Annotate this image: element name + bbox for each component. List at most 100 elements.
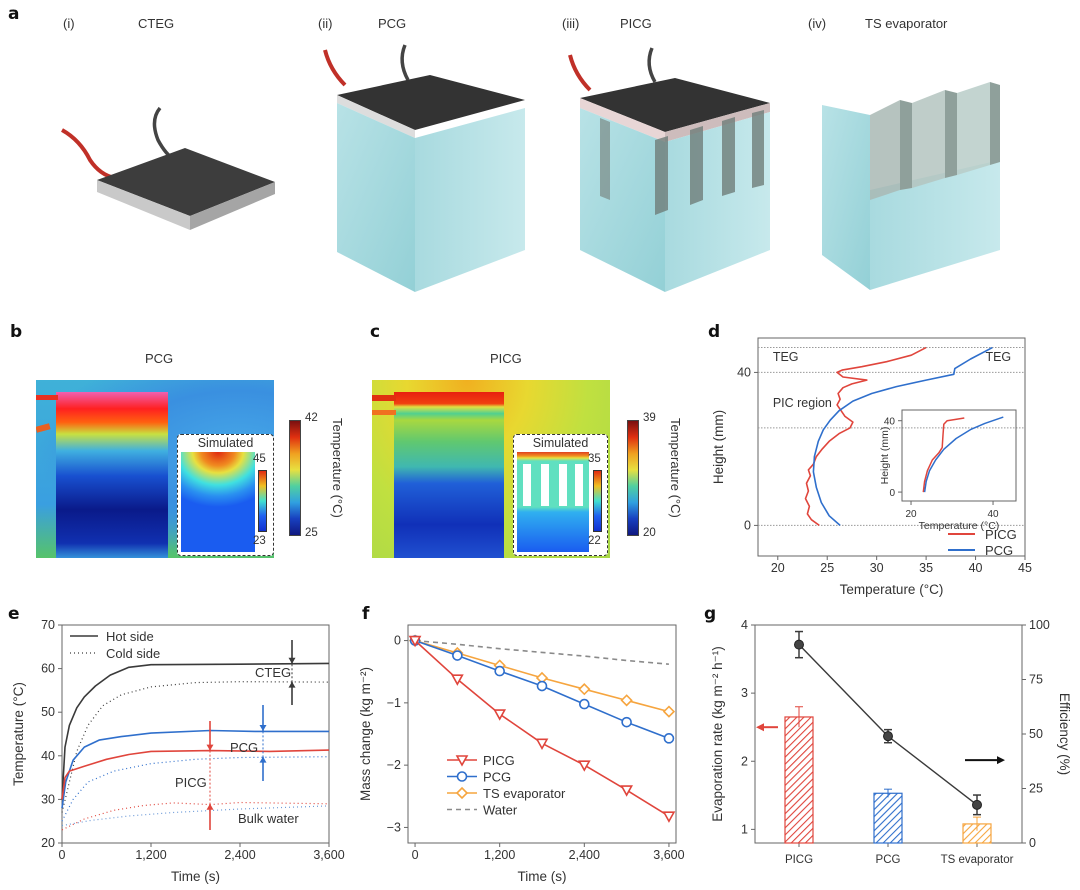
- inset-colorbar-min: 22: [588, 535, 601, 547]
- x-tick-label: 20: [905, 509, 917, 520]
- inset-series-line-picg: [922, 417, 965, 493]
- efficiency-point: [794, 639, 804, 650]
- inset-x-axis-label: Temperature (°C): [919, 520, 1000, 532]
- legend-label: PICG: [483, 753, 515, 768]
- inset-colorbar-max: 45: [253, 453, 266, 465]
- x-axis-label: Time (s): [518, 869, 567, 884]
- y-tick-label: −2: [387, 758, 401, 772]
- data-point: [577, 760, 591, 772]
- plot-frame: [61, 624, 330, 844]
- data-point: [620, 694, 633, 707]
- data-point: [452, 650, 463, 661]
- fin: [722, 117, 735, 196]
- y-tick-label: 20: [41, 836, 55, 850]
- y-tick-label: 50: [41, 705, 55, 719]
- annotation-picg: PICG: [175, 775, 207, 790]
- y2-tick-label: 50: [1029, 727, 1043, 741]
- y-axis-label: Temperature (°C): [11, 682, 26, 786]
- y-tick-label: 40: [41, 749, 55, 763]
- legend-label: PCG: [483, 770, 511, 785]
- y-axis-label: Evaporation rate (kg m⁻² h⁻¹): [710, 646, 725, 822]
- pcg-block-heat: [56, 392, 168, 558]
- panel-b-label: b: [10, 322, 23, 342]
- data-point: [456, 771, 468, 782]
- y-tick-label: 3: [741, 686, 748, 700]
- x-tick-label: 3,600: [653, 848, 684, 862]
- data-point: [455, 755, 469, 767]
- x-tick-label: 2,400: [569, 848, 600, 862]
- legend-label: PCG: [985, 543, 1013, 558]
- evaporator-base-side: [870, 160, 1000, 290]
- arrow-head: [259, 756, 267, 763]
- fin: [912, 90, 945, 188]
- annotation-pcg: PCG: [230, 740, 258, 755]
- y-tick-label: 40: [884, 417, 896, 428]
- pcg-colorbar-max: 42: [305, 412, 318, 424]
- y-tick-label: 60: [41, 662, 55, 676]
- x-tick-label: 2,400: [224, 848, 255, 862]
- fin: [945, 90, 957, 178]
- panel-c-label: c: [370, 322, 381, 342]
- legend-label: Hot side: [106, 629, 154, 644]
- data-point: [535, 738, 549, 750]
- panel-a-illustrations: [60, 44, 1000, 292]
- inset-colorbar: [258, 470, 267, 532]
- data-point: [408, 635, 422, 648]
- efficiency-line: [798, 644, 978, 806]
- pcg-simulated-inset: Simulated 45 23: [177, 434, 274, 556]
- y-tick-label: 4: [741, 618, 748, 632]
- y-tick-label: −3: [387, 820, 401, 834]
- fin: [655, 136, 668, 215]
- pcg-simulated-map: [181, 452, 255, 552]
- legend-label: Water: [483, 803, 518, 818]
- teg-top: [337, 75, 525, 130]
- y-tick-label: 30: [41, 792, 55, 806]
- inset-colorbar: [593, 470, 602, 532]
- panel-f-label: f: [362, 604, 370, 624]
- panel-a-i-index: (i): [63, 16, 75, 31]
- x-tick-label: 35: [919, 561, 933, 575]
- y-axis-label: Mass change (kg m⁻²): [358, 667, 373, 801]
- pcg-colorbar-min: 25: [305, 527, 318, 539]
- plot-frame: [901, 409, 1017, 502]
- teg-side-left: [97, 180, 190, 230]
- fin: [752, 110, 764, 188]
- panel-b-title: PCG: [145, 351, 174, 366]
- panel-e-label: e: [8, 604, 20, 624]
- teg-side-right: [190, 182, 275, 230]
- arrow-head: [288, 657, 296, 664]
- y2-axis-label: Efficiency (%): [1057, 693, 1072, 775]
- data-point: [451, 674, 464, 686]
- panel-a-ii-title: PCG: [378, 16, 407, 31]
- hydrogel-front: [337, 103, 415, 292]
- panel-a-iii-title: PICG: [620, 16, 652, 31]
- series-line-pcg: [812, 346, 993, 527]
- black-wire: [400, 44, 410, 81]
- teg-edge: [580, 98, 665, 142]
- x-tick-label: 3,600: [313, 848, 344, 862]
- series-line-cteg-cold-side: [61, 681, 330, 813]
- right-axis-arrow-head: [997, 756, 1005, 765]
- data-point: [579, 698, 590, 710]
- pcg-illustration: [323, 44, 525, 292]
- panel-f-chart: 0 1,200 2,400 3,600 0 −1 −2 −3 Time (s) Mass chan…: [358, 624, 685, 884]
- arrow-head: [259, 724, 267, 731]
- red-wire: [60, 128, 116, 180]
- series-line-picg-cold-side: [61, 801, 330, 831]
- fin: [690, 126, 703, 205]
- data-point: [662, 811, 676, 823]
- legend-label: TS evaporator: [483, 786, 566, 801]
- annotation-cteg: CTEG: [255, 665, 291, 680]
- series-line-picg-hot-side: [61, 749, 330, 800]
- fin: [957, 82, 990, 175]
- data-point: [493, 709, 507, 721]
- panel-g-chart: 1 2 3 4 0 25 50 75 100 PICG PCG TS evaporator Evapor…: [710, 618, 1072, 866]
- pcg-colorbar: [289, 420, 301, 536]
- panel-a-i-title: CTEG: [138, 16, 175, 31]
- panel-e-chart: 0 1,200 2,400 3,600 20 30 40 50 60 70 Time (s) Temp…: [11, 618, 345, 884]
- y2-tick-label: 25: [1029, 782, 1043, 796]
- simulated-label: Simulated: [532, 436, 589, 450]
- panel-a-iv-title: TS evaporator: [865, 16, 948, 31]
